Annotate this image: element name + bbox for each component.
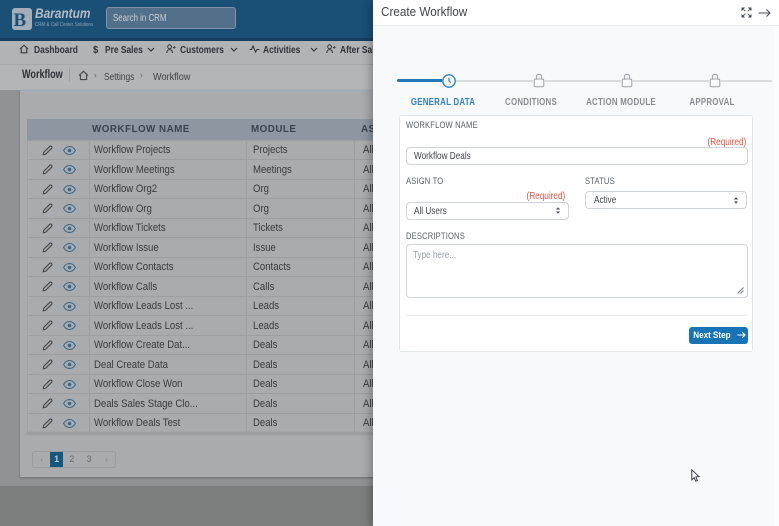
svg-text:B: B	[14, 10, 27, 30]
